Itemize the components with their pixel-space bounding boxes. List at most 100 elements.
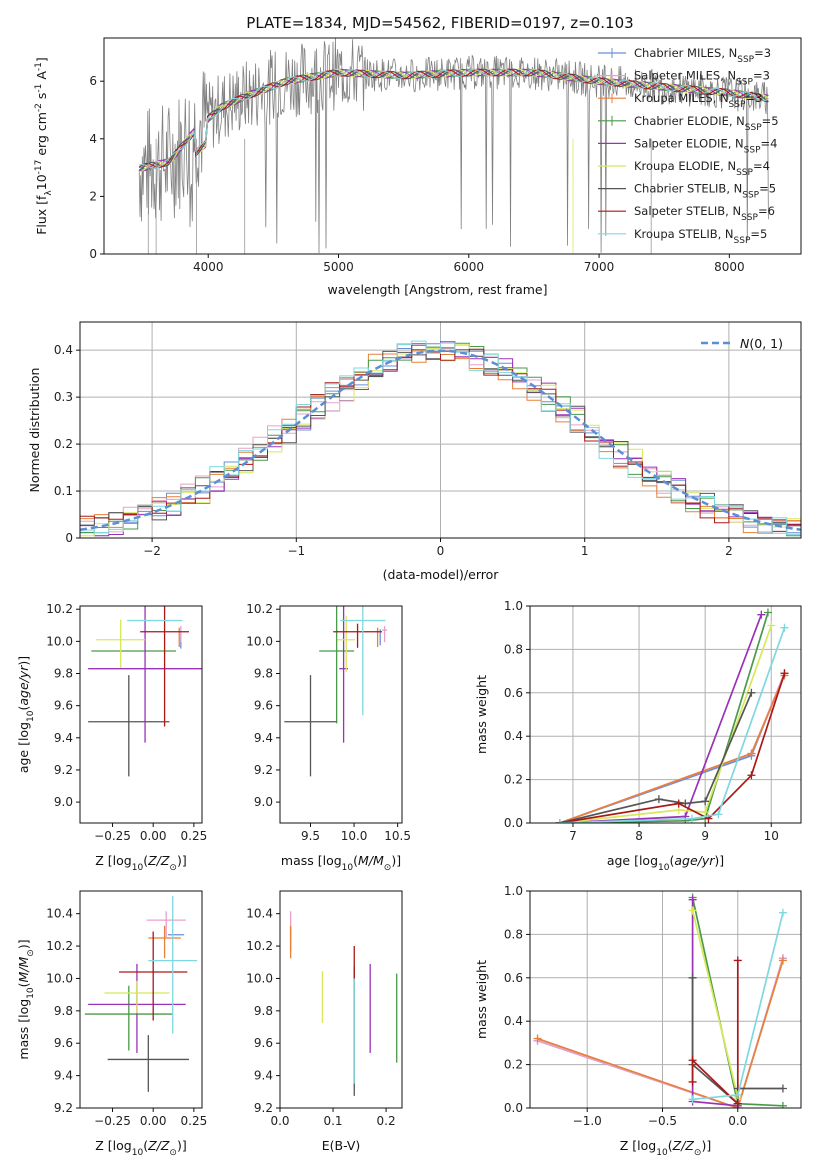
mass-weight-point [763, 608, 772, 617]
x-tick-label: 7000 [584, 260, 615, 274]
mass-weight-point [688, 1077, 697, 1086]
error-bar-point [337, 615, 355, 672]
plot-area [533, 893, 787, 1108]
y-tick-label: 0.1 [54, 484, 73, 498]
y-tick-label: 0.3 [54, 390, 73, 404]
y-tick-label: 0.4 [504, 729, 523, 743]
mass-weight-line [559, 612, 769, 823]
y-tick-label: 9.2 [54, 763, 73, 777]
y-tick-label: 10.2 [246, 939, 273, 953]
legend-entry: Kroupa STELIB, NSSP=5 [634, 227, 767, 246]
plot-area [138, 38, 769, 254]
x-tick-label: 1 [581, 544, 589, 558]
mass-weight-line [559, 614, 763, 823]
y-tick-label: 0.8 [504, 927, 523, 941]
legend-entry: Chabrier ELODIE, NSSP=5 [634, 114, 779, 133]
observed-spectrum [138, 38, 769, 254]
x-tick-label: 10 [764, 829, 779, 843]
x-tick-label: 10.0 [341, 829, 368, 843]
mass-weight-point [747, 688, 756, 697]
y-tick-label: 9.0 [254, 795, 273, 809]
mass-weight-point [778, 908, 787, 917]
mass-weight-point [733, 1099, 742, 1108]
mass-weight-point [688, 895, 697, 904]
y-tick-label: 9.6 [54, 699, 73, 713]
y-tick-label: 9.2 [254, 1101, 273, 1115]
x-tick-label: −1 [287, 544, 305, 558]
mass-weight-point [778, 1084, 787, 1093]
axes-mass-vs-EBV: 0.0 0.1 0.2 9.2 9.4 9.6 9.8 10.0 10.2 10.4 E(B-V) [246, 890, 403, 1153]
model-spectrum-line [139, 68, 769, 172]
mass-weight-point [688, 906, 697, 915]
y-tick-label: 6 [89, 74, 97, 88]
y-axis-label: Normed distribution [27, 368, 42, 493]
error-bar-point [381, 626, 388, 643]
x-tick-label: 6000 [454, 260, 485, 274]
mass-weight-point [747, 771, 756, 780]
y-tick-label: 0 [89, 247, 97, 261]
mass-weight-point [714, 810, 723, 819]
y-tick-label: 9.8 [254, 667, 273, 681]
y-tick-label: 0.2 [54, 437, 73, 451]
mass-weight-point [747, 749, 756, 758]
plot-area [555, 608, 789, 823]
legend-entry: Chabrier STELIB, NSSP=5 [634, 182, 776, 201]
y-tick-label: 0.2 [504, 773, 523, 787]
plot-area [284, 606, 388, 777]
y-tick-label: 0.0 [504, 1101, 523, 1115]
x-tick-label: 0.1 [323, 1114, 342, 1128]
mass-weight-point [778, 956, 787, 965]
y-tick-label: 9.6 [54, 1036, 73, 1050]
axes-frame [103, 37, 802, 255]
x-tick-label: 9.5 [301, 829, 320, 843]
mass-weight-point [767, 621, 776, 630]
figure-title: PLATE=1834, MJD=54562, FIBERID=0197, z=0… [246, 14, 633, 32]
error-bar-point [88, 675, 170, 777]
error-bar-point [148, 895, 198, 1034]
error-bar-point [88, 606, 202, 743]
x-tick-label: 0.25 [181, 1114, 208, 1128]
plot-area [80, 340, 801, 537]
x-tick-label: 0.2 [377, 1114, 396, 1128]
axes-age-vs-mass: 9.5 10.0 10.5 9.0 9.2 9.4 9.6 9.8 10.0 10.2 mass [… [246, 602, 411, 873]
y-tick-label: 0.4 [54, 343, 73, 357]
mass-weight-point [780, 623, 789, 632]
axes-residual-histogram: −2 −1 0 1 2 0 0.1 0.2 0.3 0.4 N(0, 1) (data-model)/… [27, 321, 802, 582]
y-tick-label: 2 [89, 189, 97, 203]
mass-weight-point [778, 1101, 787, 1108]
mass-weight-line [691, 960, 739, 1106]
error-bar-point [140, 606, 189, 727]
x-axis-label: Z [log10(Z/Z⊙)] [95, 1138, 186, 1158]
axes-spectrum: 4000 5000 6000 7000 8000 0 2 4 6 wavelength [Angs… [34, 37, 802, 297]
y-tick-label: 10.4 [46, 907, 73, 921]
error-bar-point [107, 1035, 189, 1092]
x-tick-label: 0.00 [140, 1114, 167, 1128]
mass-weight-point [733, 956, 742, 965]
y-tick-label: 0.6 [504, 686, 523, 700]
axes-mass-vs-Z: −0.25 0.00 0.25 9.2 9.4 9.6 9.8 10.0 10.2 10.4 Z [… [16, 890, 208, 1158]
y-tick-label: 0.4 [504, 1014, 523, 1028]
model-spectrum-line [138, 68, 769, 169]
legend-entry: Salpeter STELIB, NSSP=6 [634, 204, 775, 223]
y-tick-label: 9.4 [254, 731, 273, 745]
error-bar-point [333, 623, 382, 648]
x-tick-label: 0.25 [181, 829, 208, 843]
plot-area [84, 895, 198, 1092]
x-tick-label: 2 [725, 544, 733, 558]
mass-weight-point [701, 797, 710, 806]
error-bar-point [340, 606, 386, 716]
x-tick-label: 0.0 [728, 1114, 747, 1128]
x-tick-label: 0 [437, 544, 445, 558]
y-tick-label: 1.0 [504, 599, 523, 613]
y-tick-label: 0.2 [504, 1058, 523, 1072]
y-tick-label: 9.4 [54, 1069, 73, 1083]
mass-weight-point [688, 973, 697, 982]
mass-weight-line [559, 625, 773, 823]
histogram-step-line [80, 348, 801, 532]
mass-weight-point [555, 819, 564, 823]
mass-weight-line [537, 958, 784, 1108]
x-tick-label: 8000 [714, 260, 745, 274]
y-tick-label: 9.4 [254, 1069, 273, 1083]
x-axis-label: (data-model)/error [383, 567, 500, 582]
axes-age-vs-Z: −0.25 0.00 0.25 9.0 9.2 9.4 9.6 9.8 10.0 10.2 Z [l… [16, 602, 208, 873]
